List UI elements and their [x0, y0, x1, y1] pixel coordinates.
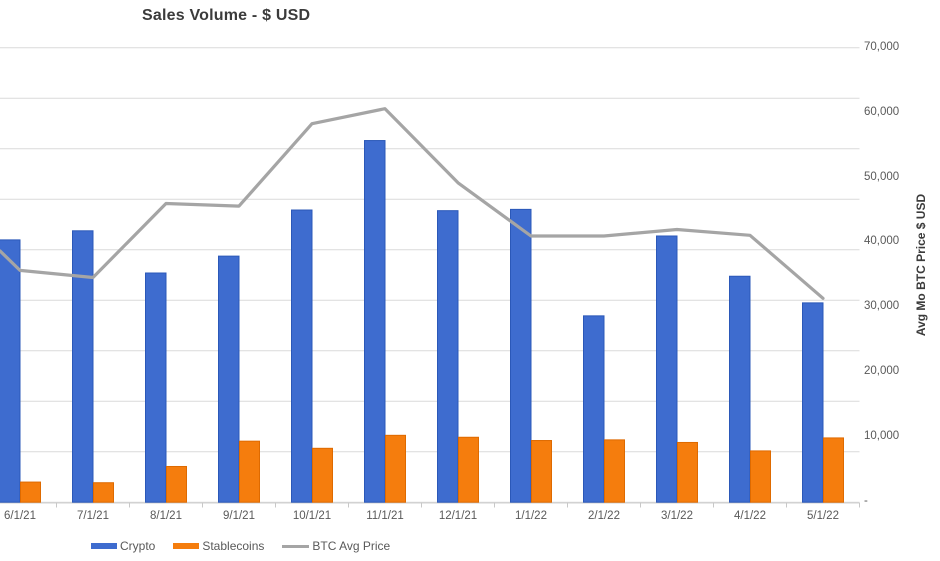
legend-label: Crypto — [120, 539, 156, 553]
btc-avg-price-line — [0, 107, 825, 300]
x-axis-label: 2/1/22 — [588, 510, 620, 522]
legend-item-crypto: Crypto — [91, 539, 155, 553]
bar-crypto — [72, 230, 94, 503]
bar-crypto — [802, 302, 824, 503]
chart-title: Sales Volume - $ USD — [142, 7, 311, 24]
bar-stablecoins — [166, 465, 187, 503]
right-axis-tick-label: 70,000 — [864, 40, 900, 53]
x-axis-label: 11/1/21 — [366, 510, 404, 522]
x-axis-label: 12/1/21 — [438, 510, 478, 522]
x-axis-label: 10/1/21 — [292, 510, 332, 522]
bar-stablecoins — [20, 481, 41, 503]
x-axis-label: 5/1/22 — [807, 510, 839, 522]
legend-swatch-btc-avg-price — [282, 544, 310, 548]
bar-stablecoins — [93, 482, 114, 503]
bar-crypto — [583, 315, 605, 503]
bar-crypto — [437, 210, 459, 503]
legend-item-stablecoins: Stablecoins — [173, 539, 264, 553]
right-axis-tick-label: 60,000 — [864, 105, 900, 118]
right-axis-tick-label: - — [864, 495, 868, 508]
legend-item-btc-avg-price: BTC Avg Price — [282, 539, 390, 553]
bar-stablecoins — [385, 434, 406, 503]
right-axis-tick-label: 40,000 — [864, 235, 900, 248]
bar-stablecoins — [677, 441, 698, 503]
x-axis-label: 4/1/22 — [734, 510, 766, 522]
right-axis-tick-label: 20,000 — [864, 365, 900, 378]
bar-crypto — [364, 140, 386, 503]
x-axis-label: 3/1/22 — [661, 510, 693, 522]
bar-stablecoins — [531, 440, 552, 503]
legend-label: Stablecoins — [202, 539, 265, 553]
legend: Crypto Stablecoins BTC Avg Price — [91, 539, 390, 553]
bar-stablecoins — [823, 437, 844, 503]
right-axis-tick-label: 10,000 — [864, 430, 900, 443]
x-axis-label: 8/1/21 — [150, 510, 182, 522]
bar-stablecoins — [604, 439, 625, 503]
bar-crypto — [0, 239, 21, 503]
bar-crypto — [145, 272, 167, 503]
x-axis-label: 7/1/21 — [77, 510, 109, 522]
bar-crypto — [218, 255, 240, 503]
bar-stablecoins — [239, 440, 260, 503]
legend-swatch-stablecoins — [173, 543, 200, 549]
bar-stablecoins — [750, 450, 771, 503]
x-axis-label: 1/1/22 — [515, 510, 547, 522]
legend-swatch-crypto — [91, 543, 117, 549]
bar-crypto — [729, 275, 751, 503]
x-axis-label: 6/1/21 — [4, 510, 36, 522]
right-axis-tick-label: 50,000 — [864, 170, 900, 183]
legend-label: BTC Avg Price — [312, 539, 391, 553]
x-axis-label: 9/1/21 — [223, 510, 255, 522]
bar-stablecoins — [458, 436, 479, 503]
bar-crypto — [656, 235, 678, 503]
right-axis-title: Avg Mo BTC Price $ USD — [914, 193, 928, 337]
bar-crypto — [510, 208, 532, 503]
right-axis-tick-label: 30,000 — [864, 300, 900, 313]
bar-crypto — [291, 209, 313, 503]
bar-stablecoins — [312, 447, 333, 503]
